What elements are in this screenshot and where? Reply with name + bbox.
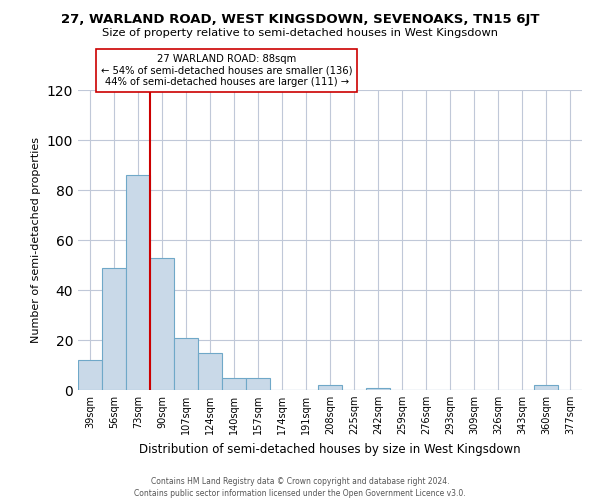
- Bar: [150, 258, 174, 390]
- Bar: [174, 338, 198, 390]
- Bar: [246, 378, 270, 390]
- Bar: [102, 268, 126, 390]
- Bar: [198, 352, 222, 390]
- Bar: [78, 360, 102, 390]
- Bar: [222, 378, 246, 390]
- Bar: [318, 385, 342, 390]
- Bar: [126, 175, 150, 390]
- Text: 27, WARLAND ROAD, WEST KINGSDOWN, SEVENOAKS, TN15 6JT: 27, WARLAND ROAD, WEST KINGSDOWN, SEVENO…: [61, 12, 539, 26]
- Text: Contains public sector information licensed under the Open Government Licence v3: Contains public sector information licen…: [134, 489, 466, 498]
- Text: Contains HM Land Registry data © Crown copyright and database right 2024.: Contains HM Land Registry data © Crown c…: [151, 478, 449, 486]
- Bar: [366, 388, 390, 390]
- Text: Size of property relative to semi-detached houses in West Kingsdown: Size of property relative to semi-detach…: [102, 28, 498, 38]
- X-axis label: Distribution of semi-detached houses by size in West Kingsdown: Distribution of semi-detached houses by …: [139, 442, 521, 456]
- Text: 27 WARLAND ROAD: 88sqm
← 54% of semi-detached houses are smaller (136)
44% of se: 27 WARLAND ROAD: 88sqm ← 54% of semi-det…: [101, 54, 352, 87]
- Bar: [534, 385, 558, 390]
- Y-axis label: Number of semi-detached properties: Number of semi-detached properties: [31, 137, 41, 343]
